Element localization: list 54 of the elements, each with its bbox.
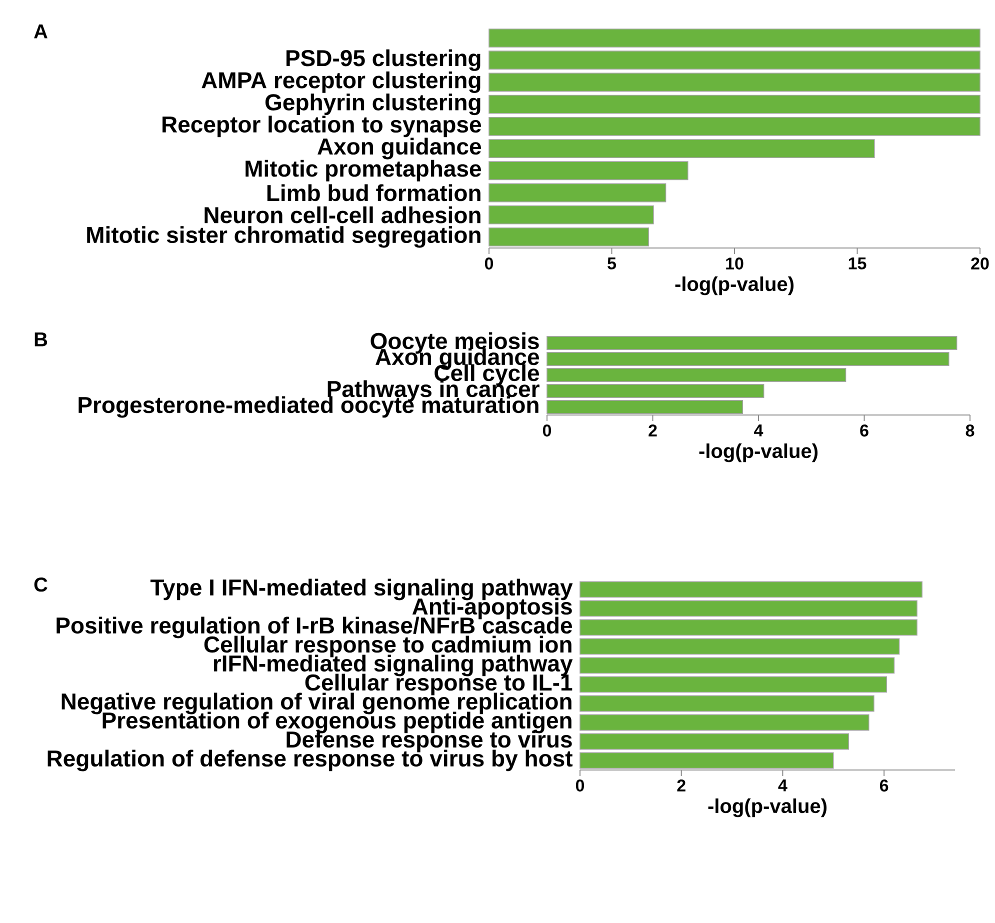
bar [546, 384, 764, 398]
y-tick-label: Limb bud formation [267, 184, 480, 202]
y-tick-label: Mitotic sister chromatid segregation [87, 226, 480, 248]
text: B [34, 332, 48, 346]
bar [488, 139, 875, 158]
bar [580, 676, 887, 693]
y-tick-label: AMPA receptor clustering [202, 71, 480, 94]
x-tick-label: 5 [608, 258, 616, 270]
x-tick-label: 0 [576, 780, 584, 792]
bar [580, 600, 918, 617]
bar [580, 657, 895, 674]
bar [546, 352, 950, 366]
text: C [34, 578, 48, 592]
x-axis-title: -log(p-value) [675, 276, 794, 296]
bar [488, 161, 688, 180]
x-tick-label: 15 [848, 258, 866, 270]
x-tick-label: 0 [484, 258, 494, 270]
bar [488, 205, 654, 224]
bar [488, 183, 666, 202]
x-tick-label: 6 [880, 780, 888, 792]
bar [488, 72, 980, 92]
bar [580, 695, 874, 712]
x-tick-label: 6 [860, 424, 868, 437]
bar [488, 94, 980, 114]
bar [546, 400, 744, 414]
y-tick-label: Receptor location to synapse [162, 116, 482, 138]
x-tick-label: 10 [726, 258, 744, 270]
y-tick-label: Gephyrin clustering [265, 94, 480, 116]
x-tick-label: 0 [542, 424, 552, 437]
bar [488, 50, 980, 70]
bar [488, 116, 980, 136]
bar [546, 368, 846, 382]
bar [580, 714, 870, 731]
x-tick-label: 4 [778, 780, 788, 792]
bar [580, 733, 849, 750]
bar [580, 581, 922, 598]
x-tick-label: 2 [648, 424, 657, 436]
text: A [34, 24, 48, 38]
bar [580, 619, 918, 636]
bar [488, 227, 649, 246]
x-tick-label: 20 [971, 258, 989, 270]
x-tick-label: 2 [677, 780, 686, 792]
x-tick-label: 8 [966, 424, 974, 437]
x-tick-label: 4 [754, 424, 764, 436]
bar [580, 638, 900, 655]
y-tick-label: Axon guidance [318, 138, 482, 160]
x-axis-title: -log(p-value) [708, 798, 827, 818]
bar [546, 336, 958, 350]
y-tick-label: Mitotic prometaphase [246, 160, 481, 182]
bar [488, 28, 980, 48]
y-tick-label: Neuron cell-cell adhesion [204, 206, 480, 224]
x-axis-title: -log(p-value) [699, 443, 818, 462]
bar [580, 752, 834, 769]
y-tick-label: PSD-95 clustering [286, 49, 480, 71]
